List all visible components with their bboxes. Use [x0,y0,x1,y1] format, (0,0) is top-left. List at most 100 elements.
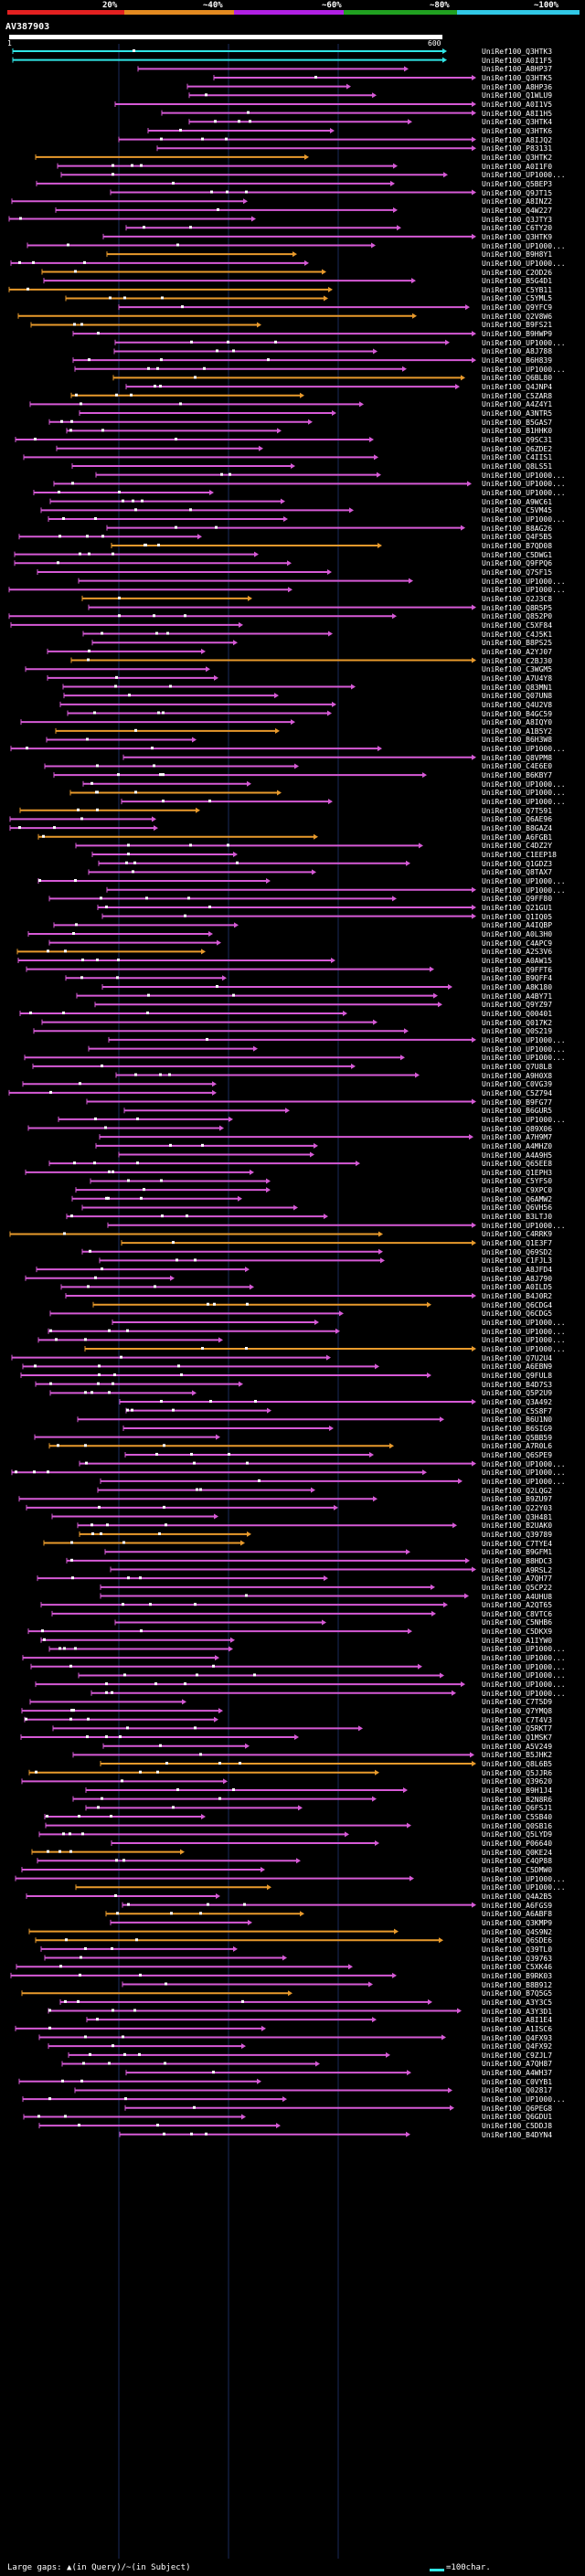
hit-label[interactable]: UniRef100_Q2LQG2 [482,1486,553,1495]
hit-label[interactable]: UniRef100_B8B912 [482,1980,553,1989]
hit-label[interactable]: UniRef100_UP1000... [482,877,566,886]
hit-label[interactable]: UniRef100_C1EEP18 [482,851,557,860]
hit-label[interactable]: UniRef100_Q1IQ05 [482,912,553,921]
hit-label[interactable]: UniRef100_UP1000... [482,586,566,595]
hit-label[interactable]: UniRef100_UP1000... [482,171,566,180]
hit-label[interactable]: UniRef100_UP1000... [482,471,566,480]
hit-label[interactable]: UniRef100_A4IQBP [482,921,553,930]
hit-label[interactable]: UniRef100_A8IJQ2 [482,135,553,144]
hit-label[interactable]: UniRef100_A4BY71 [482,991,553,1001]
hit-label[interactable]: UniRef100_UP1000... [482,1468,566,1478]
hit-label[interactable]: UniRef100_C4APC9 [482,938,553,948]
hit-label[interactable]: UniRef100_A6ABF8 [482,1910,553,1919]
hit-label[interactable]: UniRef100_B8HDC3 [482,1556,553,1565]
hit-label[interactable]: UniRef100_Q3HTK9 [482,232,553,241]
hit-label[interactable]: UniRef100_Q69SD2 [482,1247,553,1256]
hit-label[interactable]: UniRef100_Q6PEG8 [482,2104,553,2113]
hit-label[interactable]: UniRef100_Q6AMW2 [482,1194,553,1203]
hit-label[interactable]: UniRef100_A1IYW0 [482,1636,553,1645]
hit-label[interactable]: UniRef100_A0AW15 [482,956,553,965]
hit-label[interactable]: UniRef100_P06640 [482,1839,553,1848]
hit-label[interactable]: UniRef100_Q39763 [482,1954,553,1963]
hit-label[interactable]: UniRef100_B9FS21 [482,321,553,330]
hit-label[interactable]: UniRef100_Q852P0 [482,612,553,621]
hit-label[interactable]: UniRef100_UP1000... [482,1115,566,1124]
hit-label[interactable]: UniRef100_C5SB40 [482,1813,553,1821]
hit-label[interactable]: UniRef100_Q6CDG5 [482,1309,553,1319]
hit-label[interactable]: UniRef100_A6EBN9 [482,1362,553,1372]
hit-label[interactable]: UniRef100_A8K180 [482,982,553,991]
hit-label[interactable]: UniRef100_Q2J3C8 [482,594,553,603]
hit-label[interactable]: UniRef100_C5DMW0 [482,1865,553,1874]
hit-label[interactable]: UniRef100_B9GFM1 [482,1548,553,1557]
hit-label[interactable]: UniRef100_Q3HTK3 [482,48,553,56]
hit-label[interactable]: UniRef100_Q0S219 [482,1027,553,1036]
hit-label[interactable]: UniRef100_B5G4D1 [482,277,553,286]
hit-label[interactable]: UniRef100_Q6BL80 [482,374,553,383]
hit-label[interactable]: UniRef100_Q6VH56 [482,1203,553,1213]
hit-label[interactable]: UniRef100_Q8LS51 [482,462,553,472]
hit-label[interactable]: UniRef100_Q6SPE9 [482,1450,553,1459]
hit-label[interactable]: UniRef100_Q5RKT7 [482,1724,553,1733]
hit-label[interactable]: UniRef100_B6SIG9 [482,1424,553,1433]
hit-label[interactable]: UniRef100_B9RK03 [482,1971,553,1980]
hit-label[interactable]: UniRef100_A2YJ07 [482,647,553,656]
hit-label[interactable]: UniRef100_Q9FUL8 [482,1372,553,1380]
hit-label[interactable]: UniRef100_A8JFD4 [482,1266,553,1275]
hit-label[interactable]: UniRef100_Q9YZ97 [482,1001,553,1010]
hit-label[interactable]: UniRef100_C7T4V3 [482,1715,553,1724]
hit-label[interactable]: UniRef100_A1ISC6 [482,2024,553,2033]
hit-label[interactable]: UniRef100_A4WH37 [482,2069,553,2078]
hit-label[interactable]: UniRef100_C5XK46 [482,1963,553,1972]
hit-label[interactable]: UniRef100_Q9JT15 [482,188,553,197]
hit-label[interactable]: UniRef100_Q7U8L8 [482,1062,553,1071]
hit-label[interactable]: UniRef100_Q017K2 [482,1018,553,1027]
hit-label[interactable]: UniRef100_B9H1J4 [482,1786,553,1796]
hit-label[interactable]: UniRef100_C9XPC0 [482,1186,553,1195]
hit-label[interactable]: UniRef100_Q4JNP4 [482,383,553,392]
hit-label[interactable]: UniRef100_C5XF84 [482,620,553,630]
hit-label[interactable]: UniRef100_Q7T591 [482,806,553,815]
hit-label[interactable]: UniRef100_Q5P2U9 [482,1389,553,1398]
hit-label[interactable]: UniRef100_UP1000... [482,1477,566,1486]
hit-label[interactable]: UniRef100_A7R0L6 [482,1442,553,1451]
hit-label[interactable]: UniRef100_UP1000... [482,514,566,524]
hit-label[interactable]: UniRef100_Q3HTK4 [482,118,553,127]
hit-label[interactable]: UniRef100_Q9SC31 [482,436,553,445]
hit-label[interactable]: UniRef100_A9RSL2 [482,1565,553,1574]
hit-label[interactable]: UniRef100_Q83MN1 [482,683,553,692]
hit-label[interactable]: UniRef100_B5GAS7 [482,418,553,427]
hit-label[interactable]: UniRef100_C4RRK9 [482,1230,553,1239]
hit-label[interactable]: UniRef100_UP1000... [482,1680,566,1690]
hit-label[interactable]: UniRef100_B8GAZ4 [482,824,553,833]
hit-label[interactable]: UniRef100_UP1000... [482,1327,566,1336]
hit-label[interactable]: UniRef100_Q6CDG4 [482,1300,553,1309]
hit-label[interactable]: UniRef100_Q39789 [482,1530,553,1539]
hit-label[interactable]: UniRef100_C7T5D9 [482,1698,553,1707]
hit-label[interactable]: UniRef100_C5Z794 [482,1088,553,1097]
hit-label[interactable]: UniRef100_B1HHK0 [482,427,553,436]
hit-label[interactable]: UniRef100_A7U4Y8 [482,673,553,683]
hit-label[interactable]: UniRef100_B2UAK0 [482,1521,553,1531]
hit-label[interactable]: UniRef100_UP1000... [482,1671,566,1680]
hit-label[interactable]: UniRef100_Q7U2U4 [482,1353,553,1362]
hit-label[interactable]: UniRef100_UP1000... [482,745,566,754]
hit-label[interactable]: UniRef100_UP1000... [482,241,566,250]
hit-label[interactable]: UniRef100_A9H0X8 [482,1071,553,1080]
hit-label[interactable]: UniRef100_Q5BB59 [482,1433,553,1442]
hit-label[interactable]: UniRef100_C1FJL3 [482,1256,553,1266]
hit-label[interactable]: UniRef100_A0I1F5 [482,56,553,65]
hit-label[interactable]: UniRef100_A4MHZ0 [482,1141,553,1150]
hit-label[interactable]: UniRef100_A2QT65 [482,1601,553,1610]
hit-label[interactable]: UniRef100_Q7YMQ8 [482,1707,553,1716]
hit-label[interactable]: UniRef100_A6FGS9 [482,1901,553,1910]
hit-label[interactable]: UniRef100_C5YB11 [482,285,553,294]
hit-label[interactable]: UniRef100_Q6GDU1 [482,2113,553,2122]
hit-label[interactable]: UniRef100_C4IIS1 [482,453,553,462]
hit-label[interactable]: UniRef100_UP1000... [482,1874,566,1883]
hit-label[interactable]: UniRef100_Q3JTY3 [482,215,553,224]
hit-label[interactable]: UniRef100_C5DWG1 [482,550,553,559]
hit-label[interactable]: UniRef100_Q3HTK5 [482,73,553,82]
hit-label[interactable]: UniRef100_C7TYE4 [482,1539,553,1548]
hit-label[interactable]: UniRef100_A5V249 [482,1742,553,1751]
